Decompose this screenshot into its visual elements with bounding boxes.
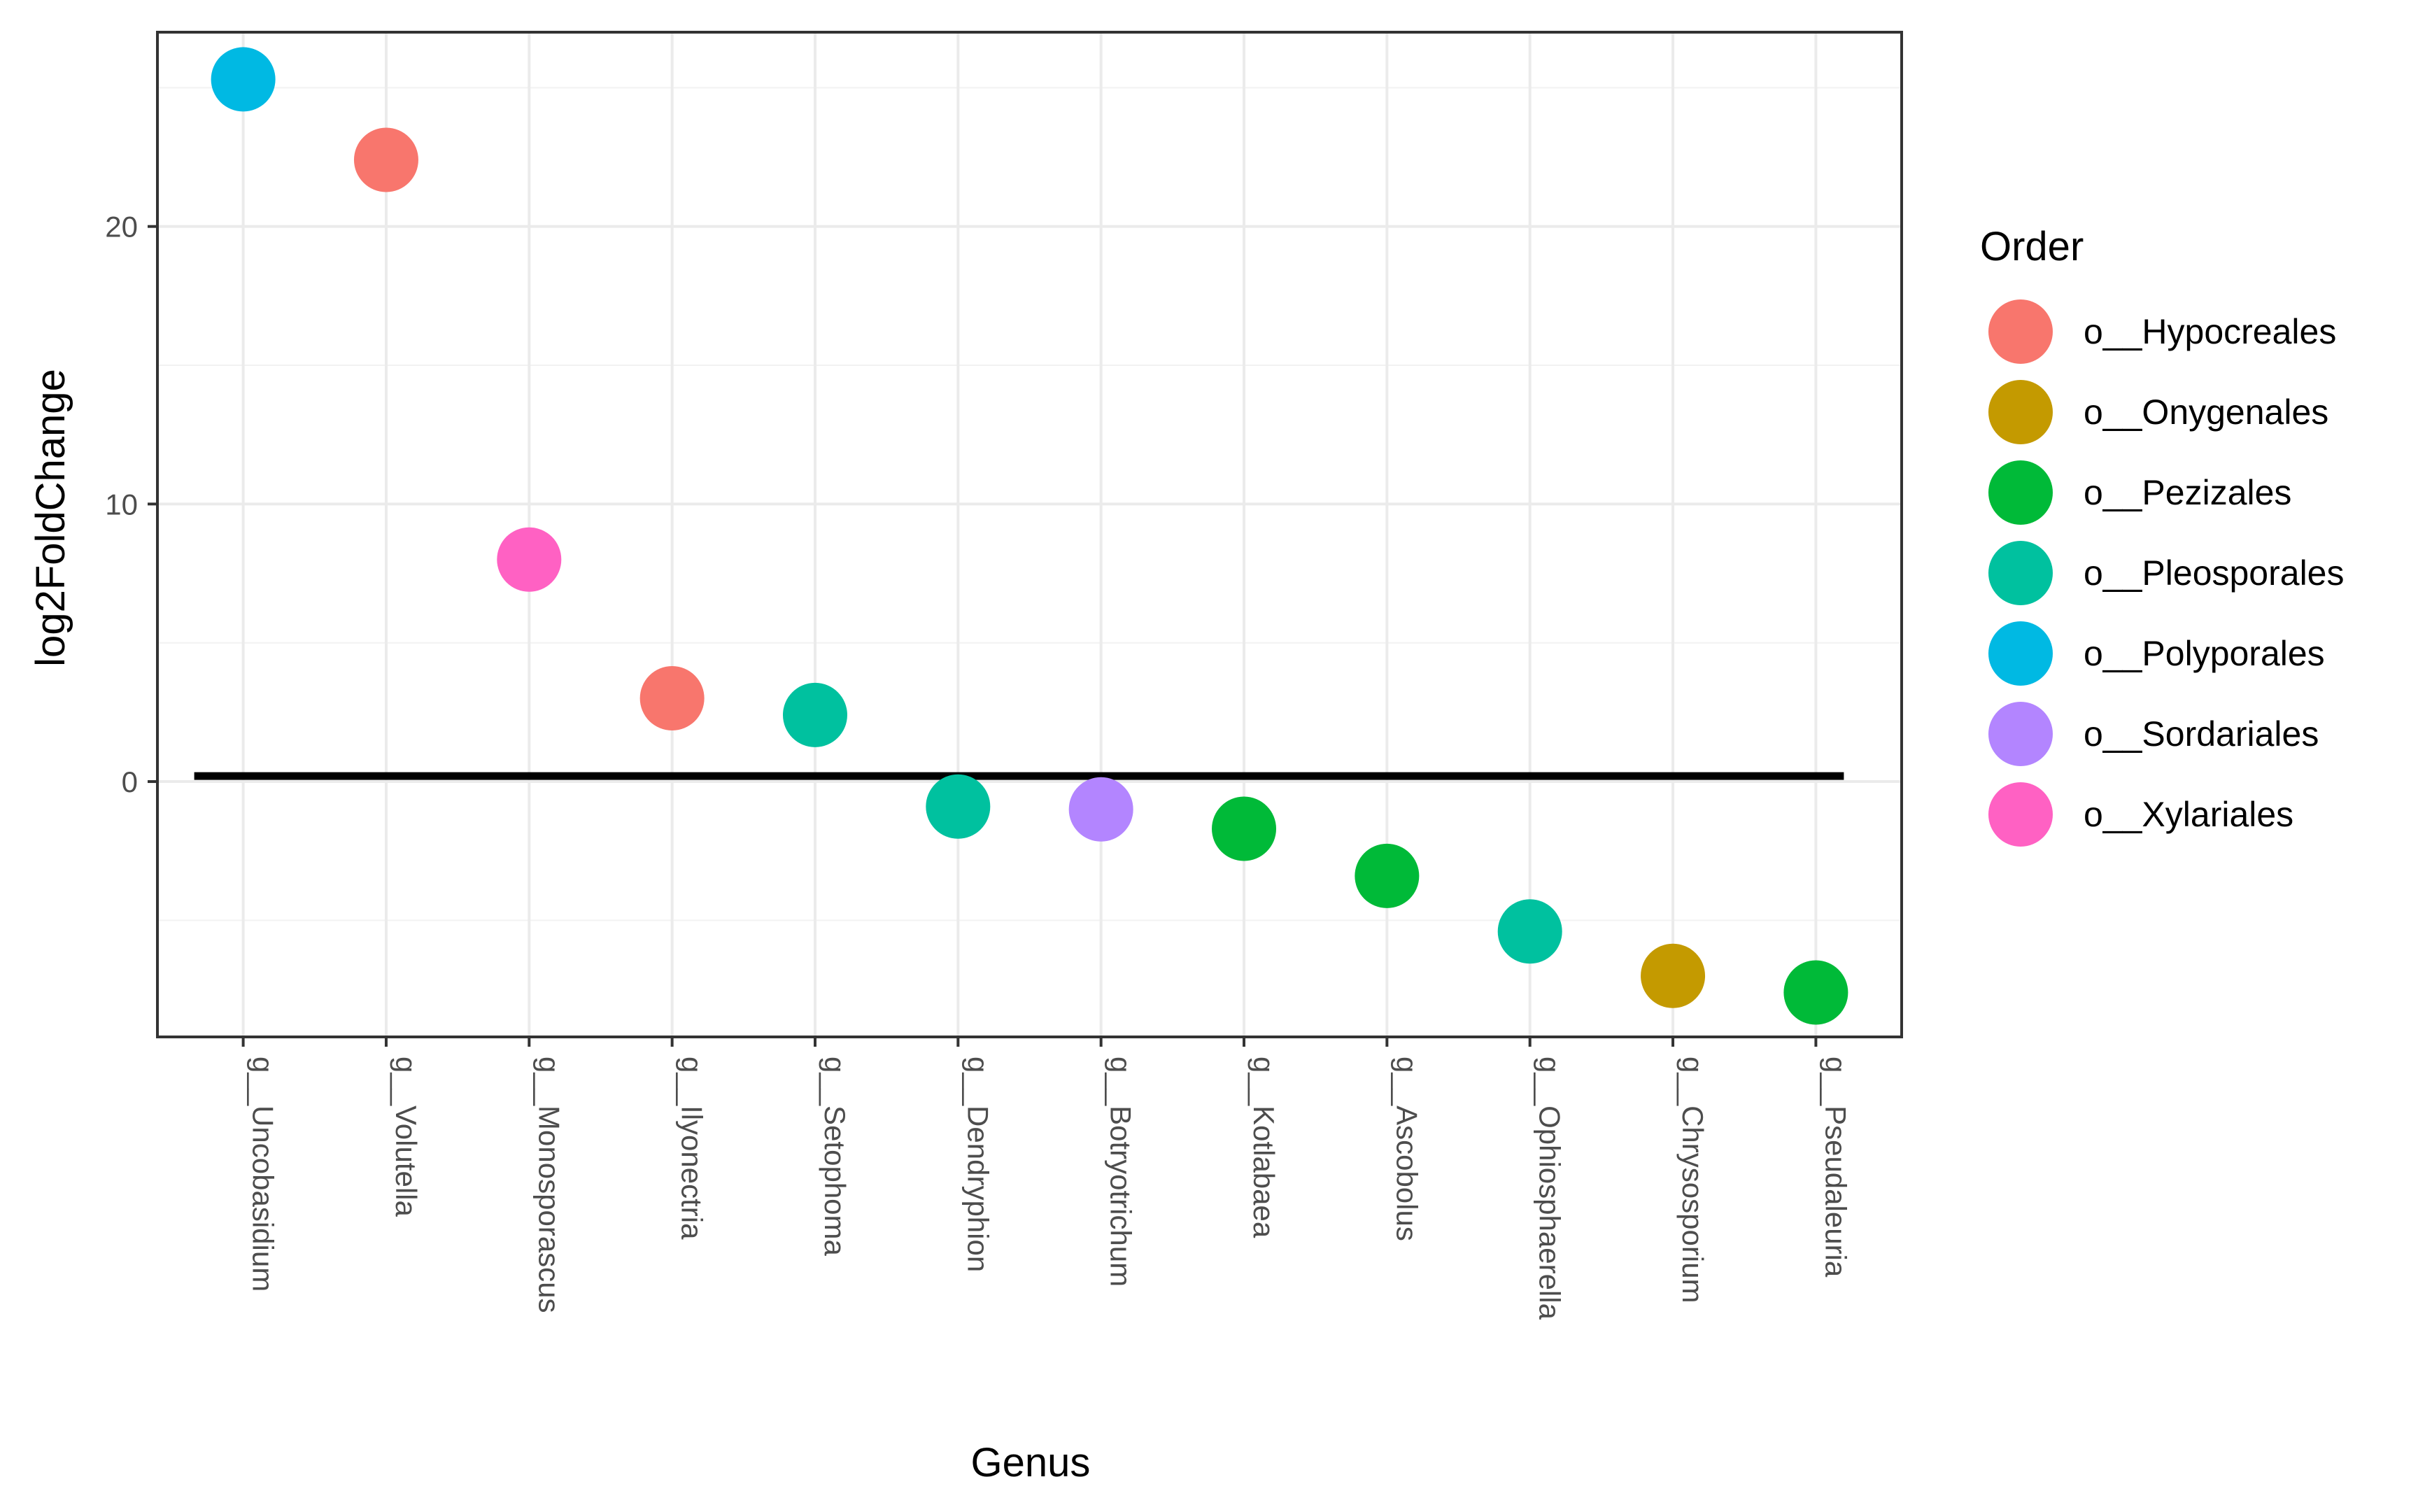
- legend-swatch: [1988, 541, 2053, 605]
- y-axis-ticks: 0 10 20: [105, 211, 157, 798]
- x-tick-label: g__Uncobasidium: [247, 1057, 280, 1292]
- legend-entry: o__Xylariales: [1988, 782, 2293, 847]
- data-point: [639, 666, 705, 731]
- legend-entry: o__Onygenales: [1988, 380, 2328, 444]
- legend-swatch: [1988, 299, 2053, 364]
- legend-title: Order: [1980, 224, 2084, 269]
- x-axis-title: Genus: [971, 1440, 1091, 1485]
- x-tick-label: g__Ilyonectria: [676, 1057, 709, 1240]
- x-tick-label: g__Kotlabaea: [1247, 1057, 1280, 1238]
- legend-swatch: [1988, 380, 2053, 444]
- legend-swatch: [1988, 621, 2053, 686]
- x-tick-label: g__Dendryphion: [961, 1057, 994, 1272]
- y-tick-label: 0: [122, 765, 138, 798]
- legend-entry: o__Sordariales: [1988, 702, 2319, 766]
- legend-entry: o__Polyporales: [1988, 621, 2325, 686]
- x-axis-ticks: g__Uncobasidium g__Volutella g__Monosporas…: [241, 1037, 1852, 1320]
- data-point: [1355, 843, 1420, 908]
- x-tick-label: g__Botryotrichum: [1105, 1057, 1138, 1287]
- data-point: [353, 127, 418, 192]
- legend-label: o__Polyporales: [2084, 634, 2325, 673]
- data-point: [211, 47, 276, 112]
- legend-label: o__Hypocreales: [2084, 312, 2336, 351]
- y-axis-title: log2FoldChange: [28, 369, 73, 667]
- legend-entry: o__Hypocreales: [1988, 299, 2336, 364]
- legend-label: o__Pezizales: [2084, 473, 2291, 512]
- data-point: [1641, 943, 1706, 1008]
- legend-label: o__Onygenales: [2084, 393, 2328, 432]
- data-point: [1212, 796, 1277, 861]
- data-point: [1068, 777, 1133, 842]
- legend-swatch: [1988, 460, 2053, 525]
- legend-entry: o__Pezizales: [1988, 460, 2291, 525]
- x-tick-label: g__Ophiosphaerella: [1534, 1057, 1567, 1320]
- data-point: [497, 527, 562, 592]
- x-tick-label: g__Monosporascus: [532, 1057, 565, 1313]
- legend-swatch: [1988, 702, 2053, 766]
- data-point: [1497, 899, 1562, 964]
- x-tick-label: g__Setophoma: [819, 1057, 851, 1257]
- x-tick-label: g__Ascobolus: [1390, 1057, 1423, 1241]
- grid-minor: [157, 87, 1902, 921]
- legend-label: o__Sordariales: [2084, 714, 2319, 754]
- data-point: [782, 682, 847, 747]
- grid-major: [157, 32, 1902, 1037]
- panel-border: [156, 31, 1903, 1038]
- data-point: [1783, 960, 1848, 1025]
- x-tick-label: g__Chrysosporium: [1676, 1057, 1709, 1303]
- y-tick-label: 20: [105, 211, 138, 243]
- y-tick-label: 10: [105, 488, 138, 521]
- legend-entry: o__Pleosporales: [1988, 541, 2345, 605]
- legend-label: o__Xylariales: [2084, 795, 2293, 834]
- legend-swatch: [1988, 782, 2053, 847]
- legend-entries: o__Hypocreales o__Onygenales o__Pezizaleso…: [1988, 299, 2345, 847]
- data-points: [211, 47, 1848, 1025]
- legend: Order o__Hypocreales o__Onygenales o__Pezi…: [1980, 224, 2345, 847]
- legend-label: o__Pleosporales: [2084, 553, 2345, 593]
- x-tick-label: g__Pseudaleuria: [1819, 1057, 1852, 1278]
- x-tick-label: g__Volutella: [390, 1057, 423, 1217]
- data-point: [926, 774, 991, 839]
